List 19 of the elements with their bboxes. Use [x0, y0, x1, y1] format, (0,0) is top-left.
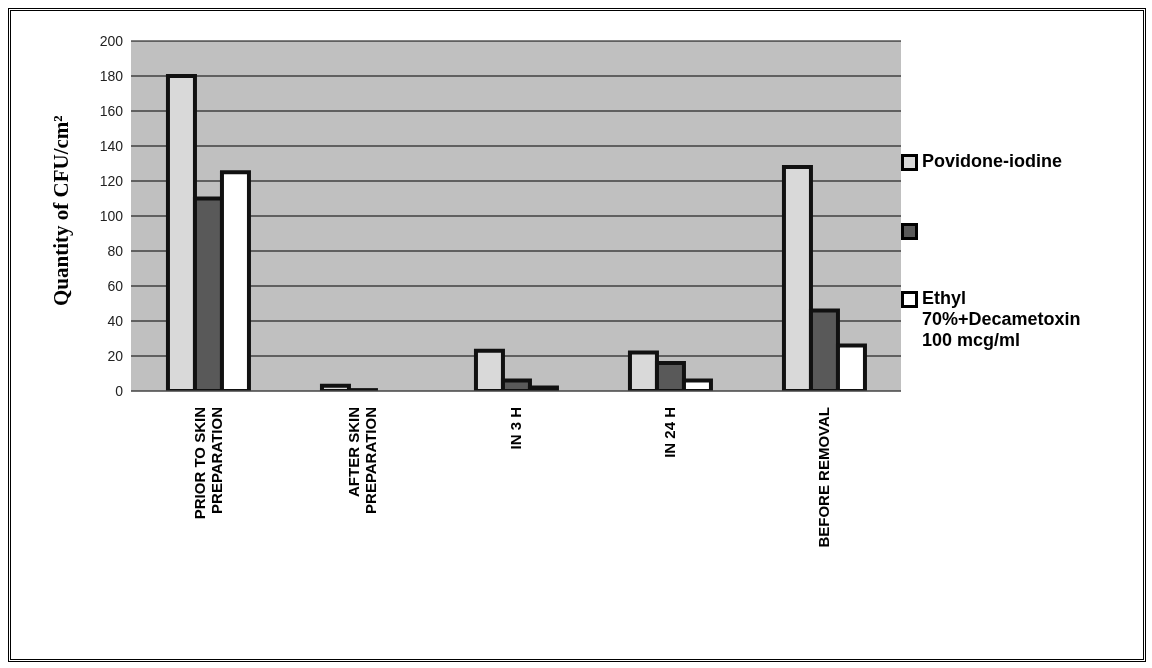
y-tick-label: 80: [107, 242, 124, 259]
y-tick-label: 200: [99, 32, 124, 49]
legend-label: Ethyl 70%+Decametoxin 100 mcg/ml: [922, 288, 1081, 351]
y-tick-label: 100: [99, 207, 124, 224]
x-tick-label: BEFORE REMOVAL: [815, 407, 832, 548]
x-tick-label: IN 3 H: [507, 407, 524, 450]
y-tick-label: 0: [115, 382, 124, 399]
y-tick-label: 60: [107, 277, 124, 294]
x-tick-label: AFTER SKIN PREPARATION: [344, 407, 379, 514]
y-tick-label: 120: [99, 172, 124, 189]
y-tick-label: 20: [107, 347, 124, 364]
y-tick-label: 160: [99, 102, 124, 119]
y-tick-label: 140: [99, 137, 124, 154]
y-axis-title: Quantity of CFU/cm²: [49, 115, 74, 306]
y-tick-label: 40: [107, 312, 124, 329]
y-tick-label: 180: [99, 67, 124, 84]
x-tick-label: PRIOR TO SKIN PREPARATION: [190, 407, 225, 520]
x-tick-label: IN 24 H: [661, 407, 678, 458]
legend-label: Povidone-iodine: [922, 151, 1063, 172]
